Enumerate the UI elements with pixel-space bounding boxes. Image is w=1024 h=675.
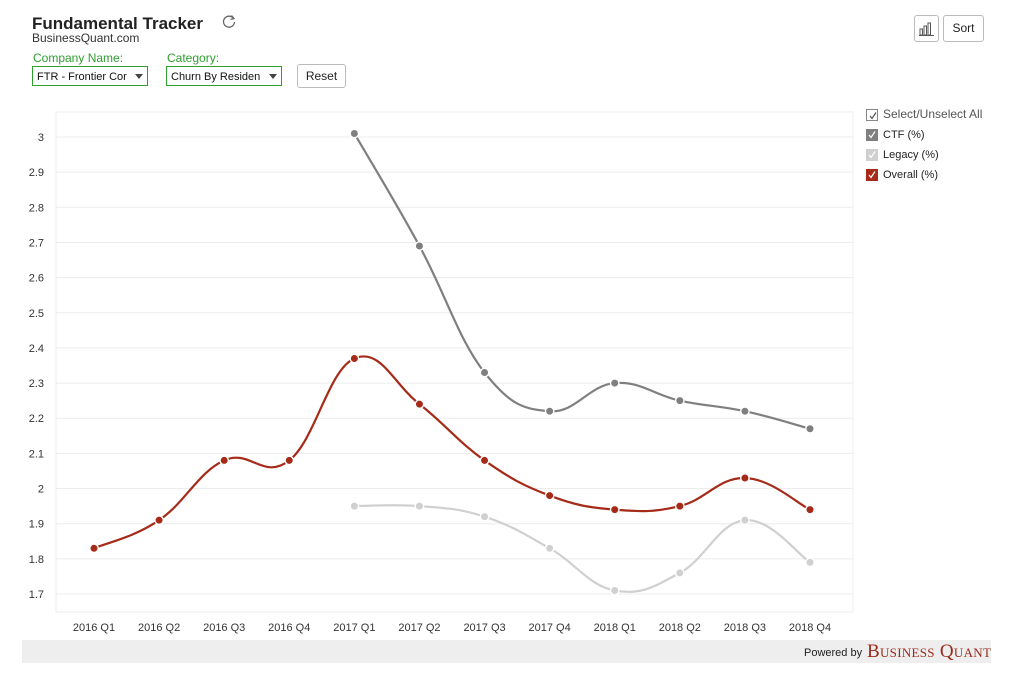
data-point-legacy[interactable] [414,501,425,512]
y-tick-label: 2 [38,484,44,496]
data-point-ctf[interactable] [479,367,490,378]
series-line-ctf [353,132,811,430]
legend-select-all-label: Select/Unselect All [883,107,983,121]
y-tick-label: 1.9 [29,519,44,531]
data-point-legacy[interactable] [479,511,490,522]
data-point-legacy[interactable] [609,585,620,596]
checkbox-icon[interactable] [866,109,878,121]
data-point-legacy[interactable] [349,501,360,512]
checkbox-icon[interactable] [866,149,878,161]
x-tick-label: 2017 Q4 [529,622,571,634]
y-tick-label: 1.8 [29,554,44,566]
checkbox-icon[interactable] [866,129,878,141]
legend-item-label: Legacy (%) [883,149,939,161]
footer-bar [22,640,991,663]
data-point-overall[interactable] [740,473,750,483]
x-tick-label: 2016 Q3 [203,622,245,634]
x-tick-label: 2017 Q1 [333,622,375,634]
reset-button[interactable]: Reset [297,64,346,88]
data-point-ctf[interactable] [674,395,685,406]
x-tick-label: 2018 Q3 [724,622,766,634]
data-point-overall[interactable] [154,515,164,526]
x-tick-label: 2016 Q2 [138,622,180,634]
data-point-overall[interactable] [414,399,425,410]
y-tick-label: 1.7 [29,589,44,601]
series-line-overall [93,355,811,550]
data-point-overall[interactable] [89,543,99,554]
chevron-down-icon [135,74,143,79]
app-subtitle: BusinessQuant.com [32,31,140,45]
data-point-ctf[interactable] [609,378,620,388]
x-tick-label: 2016 Q4 [268,622,310,634]
y-tick-label: 2.9 [29,167,44,179]
data-point-legacy[interactable] [544,543,555,554]
data-point-ctf[interactable] [414,241,425,251]
company-select-value: FTR - Frontier Cor [37,71,127,83]
chevron-down-icon [269,74,277,79]
legend-item-label: CTF (%) [883,129,925,141]
x-tick-label: 2017 Q2 [398,622,440,634]
data-point-ctf[interactable] [349,128,360,139]
data-point-ctf[interactable] [740,406,750,417]
x-tick-label: 2018 Q1 [594,622,636,634]
data-point-overall[interactable] [349,353,360,364]
x-tick-label: 2018 Q2 [659,622,701,634]
y-tick-label: 3 [38,132,44,144]
y-tick-label: 2.5 [29,308,44,320]
data-point-legacy[interactable] [674,568,685,578]
data-point-overall[interactable] [284,455,295,466]
y-tick-label: 2.8 [29,202,44,214]
company-name-label: Company Name: [33,51,124,65]
category-label: Category: [167,51,220,65]
y-tick-label: 2.3 [29,378,44,390]
category-select-value: Churn By Residen [171,71,261,83]
y-tick-label: 2.7 [29,237,44,249]
sort-button[interactable]: Sort [943,15,984,42]
data-point-overall[interactable] [479,455,490,466]
legend-item-label: Overall (%) [883,169,939,181]
bar-chart-icon [919,22,934,36]
company-select[interactable]: FTR - Frontier Cor [32,66,148,86]
app-title: Fundamental Tracker [32,14,204,33]
data-point-overall[interactable] [544,490,555,501]
data-point-overall[interactable] [609,504,620,515]
powered-by-text: Powered by [804,647,863,659]
data-point-ctf[interactable] [805,423,815,434]
x-tick-label: 2018 Q4 [789,622,831,634]
data-point-legacy[interactable] [805,557,815,568]
x-tick-label: 2017 Q3 [463,622,505,634]
data-point-overall[interactable] [219,455,230,466]
y-tick-label: 2.2 [29,413,44,425]
chart-type-button[interactable] [914,15,939,42]
data-point-overall[interactable] [674,501,685,512]
x-tick-label: 2016 Q1 [73,622,115,634]
plot-area [55,111,854,613]
refresh-icon[interactable] [221,13,237,29]
y-tick-label: 2.6 [29,273,44,285]
data-point-overall[interactable] [805,504,815,515]
checkbox-icon[interactable] [866,169,878,181]
data-point-ctf[interactable] [544,406,555,417]
y-tick-label: 2.1 [29,448,44,460]
y-tick-label: 2.4 [29,343,44,355]
data-point-legacy[interactable] [740,515,750,526]
brand-logo[interactable]: Business Quant [867,641,992,662]
category-select[interactable]: Churn By Residen [166,66,282,86]
